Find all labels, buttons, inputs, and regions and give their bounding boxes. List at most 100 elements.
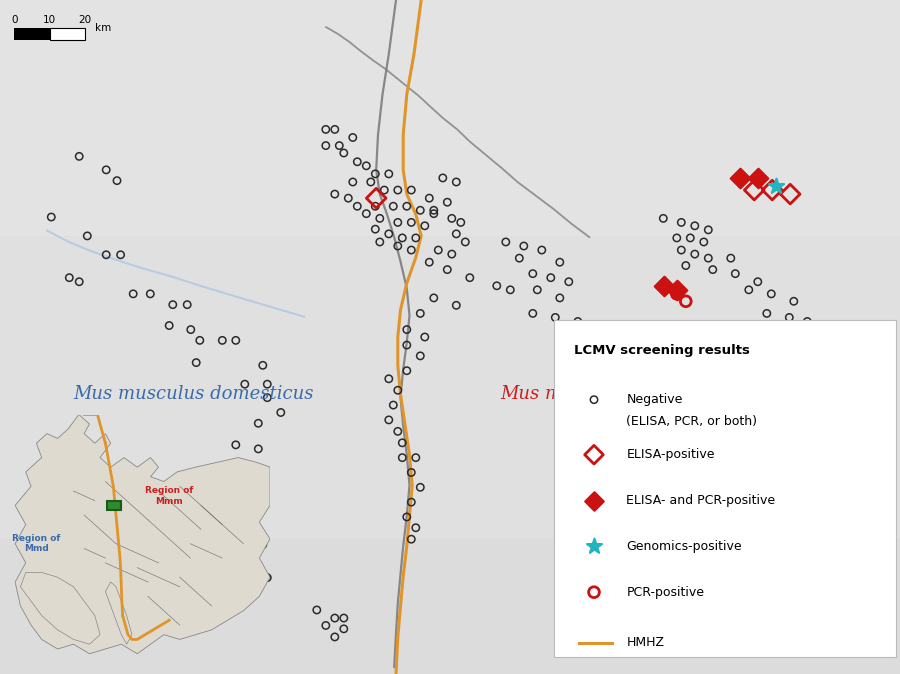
Point <box>742 445 756 456</box>
Point <box>587 541 601 552</box>
FancyBboxPatch shape <box>554 320 896 657</box>
Point <box>701 253 716 264</box>
Bar <box>50 28 85 40</box>
Point <box>580 340 594 350</box>
Point <box>679 296 693 307</box>
Point <box>395 452 410 463</box>
Point <box>553 257 567 268</box>
Point <box>409 233 423 243</box>
Point <box>422 193 436 204</box>
Text: Mus musculus musculus: Mus musculus musculus <box>500 386 724 403</box>
Text: 0: 0 <box>11 15 18 25</box>
Point <box>562 276 576 287</box>
Point <box>418 220 432 231</box>
Point <box>212 512 226 523</box>
Point <box>319 124 333 135</box>
Point <box>193 335 207 346</box>
Point <box>490 280 504 291</box>
Point <box>769 181 783 191</box>
Point <box>674 245 688 255</box>
Text: HMHZ: HMHZ <box>626 636 664 649</box>
Point <box>440 197 454 208</box>
Point <box>706 264 720 275</box>
Text: ELISA-positive: ELISA-positive <box>626 448 715 461</box>
Point <box>422 257 436 268</box>
Point <box>503 284 517 295</box>
Point <box>310 605 324 615</box>
Point <box>99 164 113 175</box>
Point <box>409 522 423 533</box>
Point <box>697 237 711 247</box>
Point <box>787 296 801 307</box>
Point <box>445 213 459 224</box>
Text: PCR-positive: PCR-positive <box>626 586 705 599</box>
Point <box>553 332 567 342</box>
Point <box>728 268 742 279</box>
Point <box>688 249 702 259</box>
Point <box>657 280 671 291</box>
Point <box>670 284 684 295</box>
Point <box>99 249 113 260</box>
Point <box>783 189 797 200</box>
Polygon shape <box>21 572 100 644</box>
Bar <box>0 539 900 674</box>
Point <box>238 528 252 539</box>
Point <box>413 350 428 361</box>
Text: Region of
Mmd: Region of Mmd <box>13 534 60 553</box>
Point <box>800 316 814 327</box>
Point <box>548 312 562 323</box>
Point <box>400 201 414 212</box>
Point <box>72 276 86 287</box>
Point <box>701 224 716 235</box>
Point <box>391 426 405 437</box>
Point <box>584 385 598 396</box>
Point <box>350 156 365 167</box>
Text: LCMV screening results: LCMV screening results <box>574 344 750 357</box>
Point <box>427 293 441 303</box>
Point <box>386 201 400 212</box>
Point <box>341 193 356 204</box>
Point <box>404 245 419 255</box>
Point <box>427 208 441 219</box>
Point <box>413 308 428 319</box>
Point <box>382 373 396 384</box>
Point <box>400 512 414 522</box>
Point <box>80 231 94 241</box>
Point <box>409 452 423 463</box>
Point <box>368 201 382 212</box>
Point <box>72 151 86 162</box>
Polygon shape <box>15 415 270 654</box>
Bar <box>14 28 50 40</box>
Point <box>328 124 342 135</box>
Point <box>706 437 720 448</box>
Point <box>413 482 428 493</box>
Point <box>391 241 405 251</box>
Point <box>215 335 230 346</box>
Point <box>391 385 405 396</box>
Point <box>247 569 261 580</box>
Point <box>587 450 601 460</box>
Point <box>359 160 374 171</box>
Point <box>643 426 657 437</box>
Point <box>598 411 612 422</box>
Point <box>724 441 738 452</box>
Point <box>238 379 252 390</box>
Point <box>350 201 365 212</box>
Point <box>260 572 274 583</box>
Point <box>404 497 419 508</box>
Point <box>369 193 383 204</box>
Point <box>652 404 666 415</box>
Point <box>747 185 761 195</box>
Point <box>359 208 374 219</box>
Text: Region of
Mmm: Region of Mmm <box>145 486 194 506</box>
Point <box>328 632 342 642</box>
Point <box>62 272 77 283</box>
Point <box>256 360 270 371</box>
Point <box>431 245 446 255</box>
Point <box>512 253 526 264</box>
Point <box>445 249 459 259</box>
Point <box>346 132 360 143</box>
Point <box>404 467 419 478</box>
Point <box>337 148 351 158</box>
Point <box>395 437 410 448</box>
